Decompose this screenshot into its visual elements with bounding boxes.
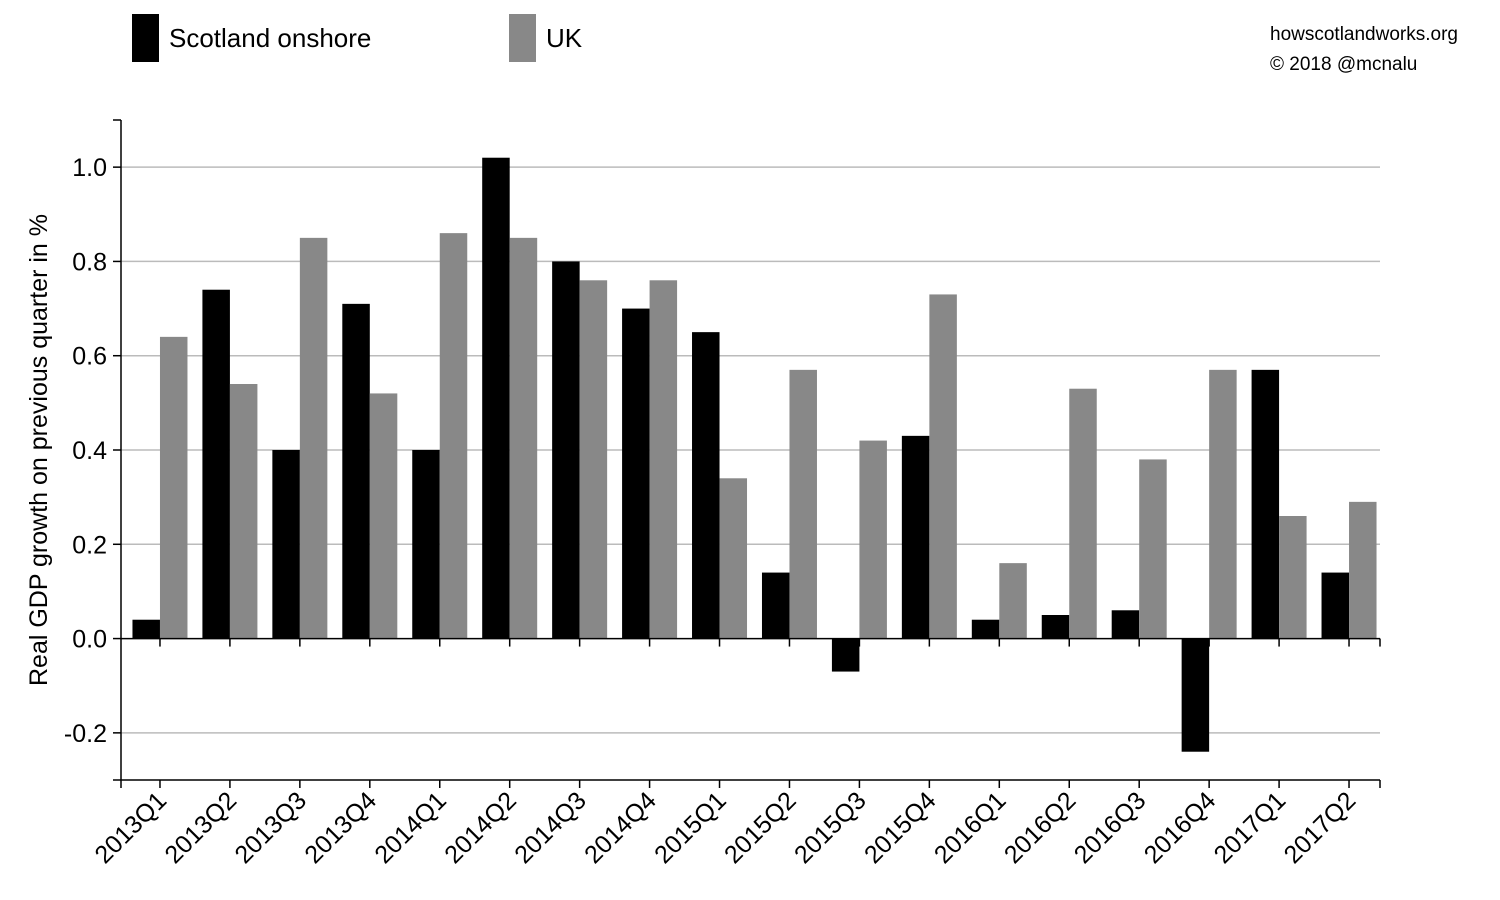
- y-axis-label: Real GDP growth on previous quarter in %: [25, 214, 53, 686]
- x-tick-label: 2013Q3: [229, 786, 312, 869]
- y-tick-label: 0.8: [72, 248, 107, 276]
- bar-uk-2015Q4: [929, 294, 957, 639]
- x-tick-label: 2014Q4: [579, 786, 662, 869]
- x-tick-label: 2016Q2: [999, 786, 1082, 869]
- y-tick-label: 1.0: [72, 154, 107, 182]
- x-tick-label: 2013Q2: [159, 786, 242, 869]
- credit-copyright: © 2018 @mcnalu: [1270, 54, 1418, 75]
- bar-scotland-2014Q3: [552, 261, 580, 639]
- bar-uk-2013Q3: [299, 237, 328, 639]
- bar-scotland-2016Q3: [1111, 610, 1140, 639]
- bar-scotland-2014Q4: [622, 308, 650, 639]
- bar-scotland-2014Q2: [482, 157, 510, 639]
- bar-scotland-2015Q2: [761, 572, 790, 639]
- gridlines: [121, 166, 1380, 734]
- bars: [132, 157, 1377, 752]
- bar-uk-2015Q2: [789, 369, 817, 639]
- y-tick-label: 0.4: [72, 437, 107, 465]
- x-tick-label: 2016Q4: [1139, 786, 1222, 869]
- bar-uk-2016Q2: [1069, 388, 1097, 639]
- bar-uk-2015Q3: [859, 440, 887, 639]
- bar-uk-2014Q2: [509, 237, 538, 639]
- bar-uk-2014Q1: [439, 233, 468, 639]
- bar-scotland-2013Q4: [342, 303, 370, 639]
- x-tick-label: 2013Q1: [90, 786, 173, 869]
- bar-uk-2015Q1: [719, 478, 748, 639]
- x-tick-label: 2015Q4: [859, 786, 942, 869]
- x-tick-label: 2017Q1: [1209, 786, 1292, 869]
- bar-uk-2013Q2: [229, 384, 258, 639]
- bar-scotland-2016Q2: [1041, 615, 1070, 639]
- x-tick-label: 2013Q4: [299, 786, 382, 869]
- y-tick-label: -0.2: [64, 720, 107, 748]
- bar-scotland-2016Q1: [971, 619, 1000, 639]
- x-tick-label: 2014Q2: [439, 786, 522, 869]
- bar-uk-2016Q3: [1139, 459, 1167, 639]
- bar-scotland-2015Q4: [901, 435, 930, 639]
- bar-scotland-2015Q1: [692, 332, 720, 639]
- bar-scotland-2013Q2: [202, 289, 230, 639]
- bar-uk-2017Q1: [1279, 516, 1307, 639]
- y-tick-label: 0.6: [72, 343, 107, 371]
- x-tick-label: 2017Q2: [1279, 786, 1362, 869]
- bar-scotland-2013Q3: [272, 450, 300, 639]
- bar-uk-2013Q1: [159, 336, 188, 639]
- bar-scotland-2015Q3: [831, 638, 860, 672]
- x-tick-label: 2015Q3: [789, 786, 872, 869]
- x-tick-label: 2014Q3: [509, 786, 592, 869]
- legend-label-uk: UK: [546, 23, 583, 53]
- x-tick-label: 2014Q1: [369, 786, 452, 869]
- bar-scotland-2013Q1: [132, 619, 160, 639]
- x-tick-label: 2016Q3: [1069, 786, 1152, 869]
- bar-uk-2016Q4: [1209, 369, 1237, 639]
- legend-label-scotland: Scotland onshore: [169, 23, 372, 53]
- credit-site: howscotlandworks.org: [1270, 24, 1458, 45]
- bar-uk-2014Q3: [579, 280, 608, 639]
- credit-block: howscotlandworks.org © 2018 @mcnalu: [1270, 20, 1458, 80]
- bar-scotland-2014Q1: [412, 450, 440, 639]
- x-tick-label: 2015Q2: [719, 786, 802, 869]
- bar-scotland-2017Q2: [1321, 572, 1350, 639]
- y-tick-label: 0.2: [72, 531, 107, 559]
- x-tick-label: 2016Q1: [929, 786, 1012, 869]
- legend-swatch-uk: [509, 14, 536, 62]
- legend-swatch-scotland: [132, 14, 159, 62]
- bar-uk-2016Q1: [999, 563, 1027, 639]
- bar-scotland-2016Q4: [1181, 638, 1210, 752]
- y-tick-label: 0.0: [72, 626, 107, 654]
- bar-scotland-2017Q1: [1251, 369, 1280, 639]
- bar-uk-2013Q4: [369, 393, 398, 639]
- bar-uk-2014Q4: [649, 280, 678, 639]
- bar-uk-2017Q2: [1349, 501, 1377, 639]
- x-tick-label: 2015Q1: [649, 786, 732, 869]
